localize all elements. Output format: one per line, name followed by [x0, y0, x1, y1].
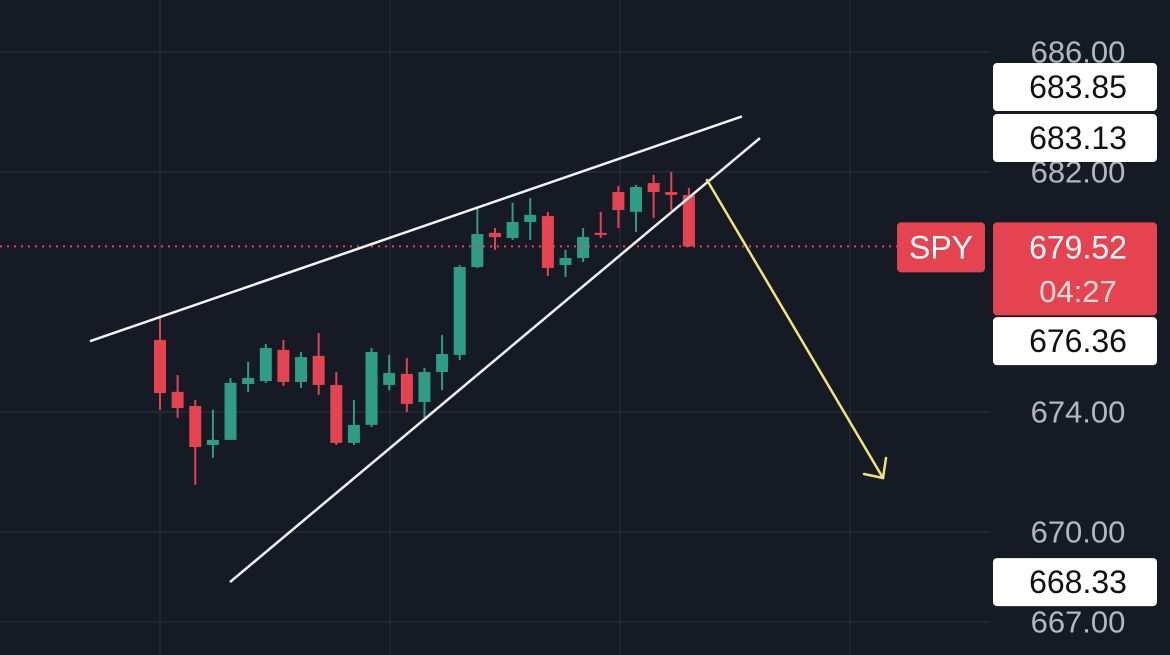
price-box-label: 668.33 — [1029, 564, 1127, 600]
candle-body — [541, 216, 554, 268]
candle-body — [154, 339, 166, 394]
price-box — [993, 558, 1157, 607]
vertical-grid — [159, 0, 851, 655]
candle-body — [524, 214, 537, 223]
grid — [0, 51, 990, 623]
candle-body — [612, 192, 625, 211]
candle-body — [630, 186, 643, 212]
arrow-shaft — [705, 178, 885, 480]
candle-body — [224, 382, 237, 440]
candle-body — [665, 192, 678, 196]
candle-body — [682, 195, 695, 247]
last-price-box — [993, 222, 1157, 316]
candle-body — [577, 237, 590, 259]
candle-body — [383, 372, 396, 385]
candle-body — [259, 348, 272, 382]
candles — [154, 171, 695, 485]
symbol-label: SPY — [909, 229, 973, 265]
candle-body — [471, 234, 484, 268]
y-tick-label: 667.00 — [1031, 604, 1126, 639]
trendline — [229, 137, 761, 584]
candle-body — [330, 384, 343, 443]
price-box-label: 683.13 — [1029, 120, 1127, 156]
y-tick-label: 670.00 — [1031, 514, 1126, 549]
candle-body — [436, 354, 449, 373]
candle-body — [189, 405, 202, 448]
candle-body — [206, 439, 219, 445]
candle-body — [488, 232, 501, 238]
price-box-label: 676.36 — [1029, 323, 1127, 359]
candle-body — [242, 378, 255, 385]
price-labels: 683.13 683.85 676.36 668.33 SPY 679.52 04:27 — [897, 63, 1157, 607]
candle-body — [365, 351, 378, 425]
y-tick-label: 674.00 — [1031, 394, 1126, 429]
candle-body — [312, 355, 325, 385]
candle-body — [277, 349, 290, 382]
countdown-label: 04:27 — [1039, 274, 1117, 309]
symbol-box — [897, 222, 985, 273]
price-box-label: 683.85 — [1029, 69, 1127, 105]
trendline — [89, 115, 743, 343]
last-price-label: 679.52 — [1029, 229, 1127, 265]
price-box — [993, 114, 1157, 163]
price-box — [993, 317, 1157, 366]
candle-body — [453, 267, 466, 355]
candle-body — [647, 183, 660, 193]
candle-body — [347, 424, 360, 443]
candle-body — [295, 357, 308, 382]
candle-body — [506, 222, 519, 238]
candle-body — [594, 232, 607, 235]
arrow-head — [862, 456, 888, 480]
candle-body — [559, 258, 572, 265]
candle-body — [171, 391, 184, 409]
drawings — [0, 115, 897, 584]
price-box — [993, 63, 1157, 112]
candle-body — [400, 373, 413, 404]
candle-body — [418, 372, 431, 403]
arrow — [705, 178, 888, 480]
